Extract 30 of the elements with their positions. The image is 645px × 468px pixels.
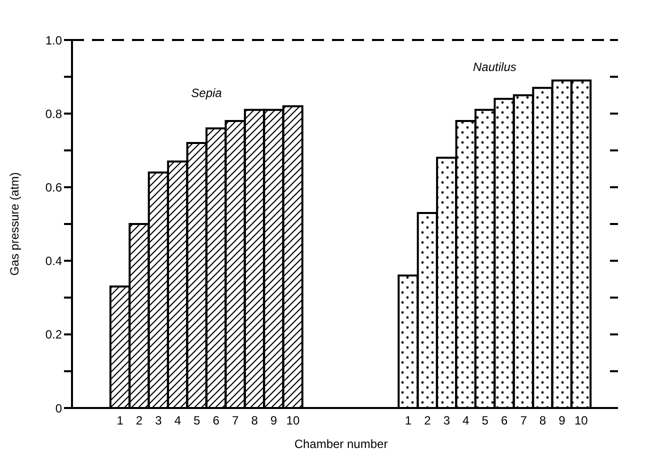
x-tick-label: 8 bbox=[539, 414, 546, 428]
x-tick-label: 1 bbox=[116, 414, 124, 428]
x-tick-label: 3 bbox=[443, 414, 450, 428]
x-tick-label: 7 bbox=[232, 414, 239, 428]
x-tick-label: 10 bbox=[286, 414, 300, 428]
x-tick-label: 9 bbox=[558, 414, 566, 428]
x-tick-label: 9 bbox=[270, 414, 278, 428]
x-tick-label: 4 bbox=[462, 414, 470, 428]
x-tick-label: 1 bbox=[404, 414, 412, 428]
x-tick-label: 7 bbox=[520, 414, 528, 428]
x-tick-label: 5 bbox=[482, 414, 489, 428]
x-tick-label: 6 bbox=[212, 414, 220, 428]
x-tick-label: 2 bbox=[424, 414, 432, 428]
x-tick-label: 6 bbox=[500, 414, 508, 428]
y-tick-label: 1.0 bbox=[45, 33, 62, 48]
y-tick-label: 0 bbox=[55, 401, 62, 416]
y-tick-label: 0.8 bbox=[45, 106, 62, 121]
x-axis-title: Chamber number bbox=[294, 437, 388, 451]
x-tick-label: 3 bbox=[155, 414, 162, 428]
series-label: Nautilus bbox=[472, 60, 518, 74]
x-tick-label: 2 bbox=[136, 414, 143, 428]
y-axis-title: Gas pressure (atm) bbox=[7, 172, 22, 276]
x-tick-label: 8 bbox=[251, 414, 258, 428]
y-tick-label: 0.2 bbox=[45, 328, 62, 342]
x-tick-label: 10 bbox=[574, 414, 588, 428]
x-tick-label: 4 bbox=[174, 414, 182, 428]
series-label: Sepia bbox=[190, 86, 223, 100]
x-tick-label: 5 bbox=[194, 414, 201, 428]
y-tick-label: 0.6 bbox=[45, 180, 62, 194]
y-tick-label: 0.4 bbox=[45, 254, 62, 268]
